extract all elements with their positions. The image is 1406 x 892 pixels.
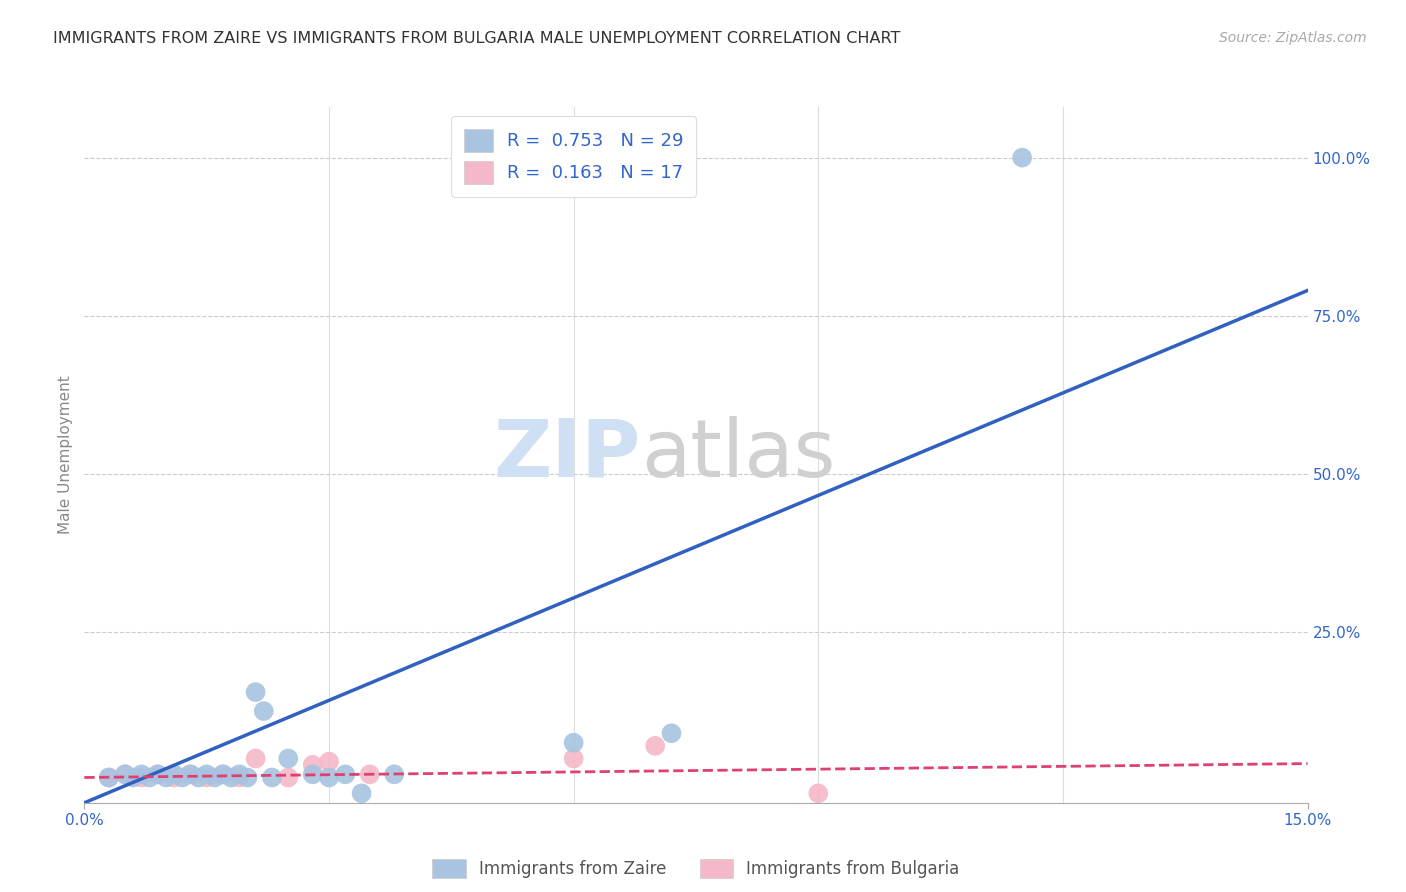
Point xyxy=(236,771,259,785)
Point xyxy=(155,771,177,785)
Legend: Immigrants from Zaire, Immigrants from Bulgaria: Immigrants from Zaire, Immigrants from B… xyxy=(426,853,966,885)
Point xyxy=(195,771,218,785)
Point xyxy=(138,771,160,785)
Point xyxy=(212,767,235,781)
Text: Source: ZipAtlas.com: Source: ZipAtlas.com xyxy=(1219,31,1367,45)
Point xyxy=(219,771,242,785)
Point xyxy=(350,786,373,800)
Point xyxy=(335,767,357,781)
Text: IMMIGRANTS FROM ZAIRE VS IMMIGRANTS FROM BULGARIA MALE UNEMPLOYMENT CORRELATION : IMMIGRANTS FROM ZAIRE VS IMMIGRANTS FROM… xyxy=(53,31,901,46)
Point xyxy=(644,739,666,753)
Point xyxy=(277,771,299,785)
Point xyxy=(228,771,250,785)
Point xyxy=(179,767,201,781)
Point xyxy=(163,767,186,781)
Point xyxy=(253,704,276,718)
Point xyxy=(204,771,226,785)
Point xyxy=(301,757,323,772)
Point xyxy=(187,771,209,785)
Point xyxy=(277,751,299,765)
Point xyxy=(131,767,153,781)
Text: atlas: atlas xyxy=(641,416,835,494)
Point xyxy=(97,771,120,785)
Point xyxy=(382,767,405,781)
Point xyxy=(146,767,169,781)
Point xyxy=(245,685,267,699)
Point xyxy=(228,767,250,781)
Point xyxy=(359,767,381,781)
Point xyxy=(195,767,218,781)
Point xyxy=(260,771,283,785)
Point xyxy=(146,767,169,781)
Point xyxy=(562,751,585,765)
Point xyxy=(301,767,323,781)
Text: ZIP: ZIP xyxy=(494,416,641,494)
Point xyxy=(245,751,267,765)
Y-axis label: Male Unemployment: Male Unemployment xyxy=(58,376,73,534)
Point xyxy=(179,767,201,781)
Point xyxy=(562,736,585,750)
Point xyxy=(807,786,830,800)
Point xyxy=(661,726,683,740)
Point xyxy=(122,771,145,785)
Point xyxy=(318,771,340,785)
Point xyxy=(163,771,186,785)
Point xyxy=(172,771,194,785)
Point xyxy=(114,767,136,781)
Point xyxy=(131,771,153,785)
Point xyxy=(97,771,120,785)
Point xyxy=(318,755,340,769)
Point xyxy=(212,767,235,781)
Point xyxy=(1011,151,1033,165)
Point xyxy=(114,767,136,781)
